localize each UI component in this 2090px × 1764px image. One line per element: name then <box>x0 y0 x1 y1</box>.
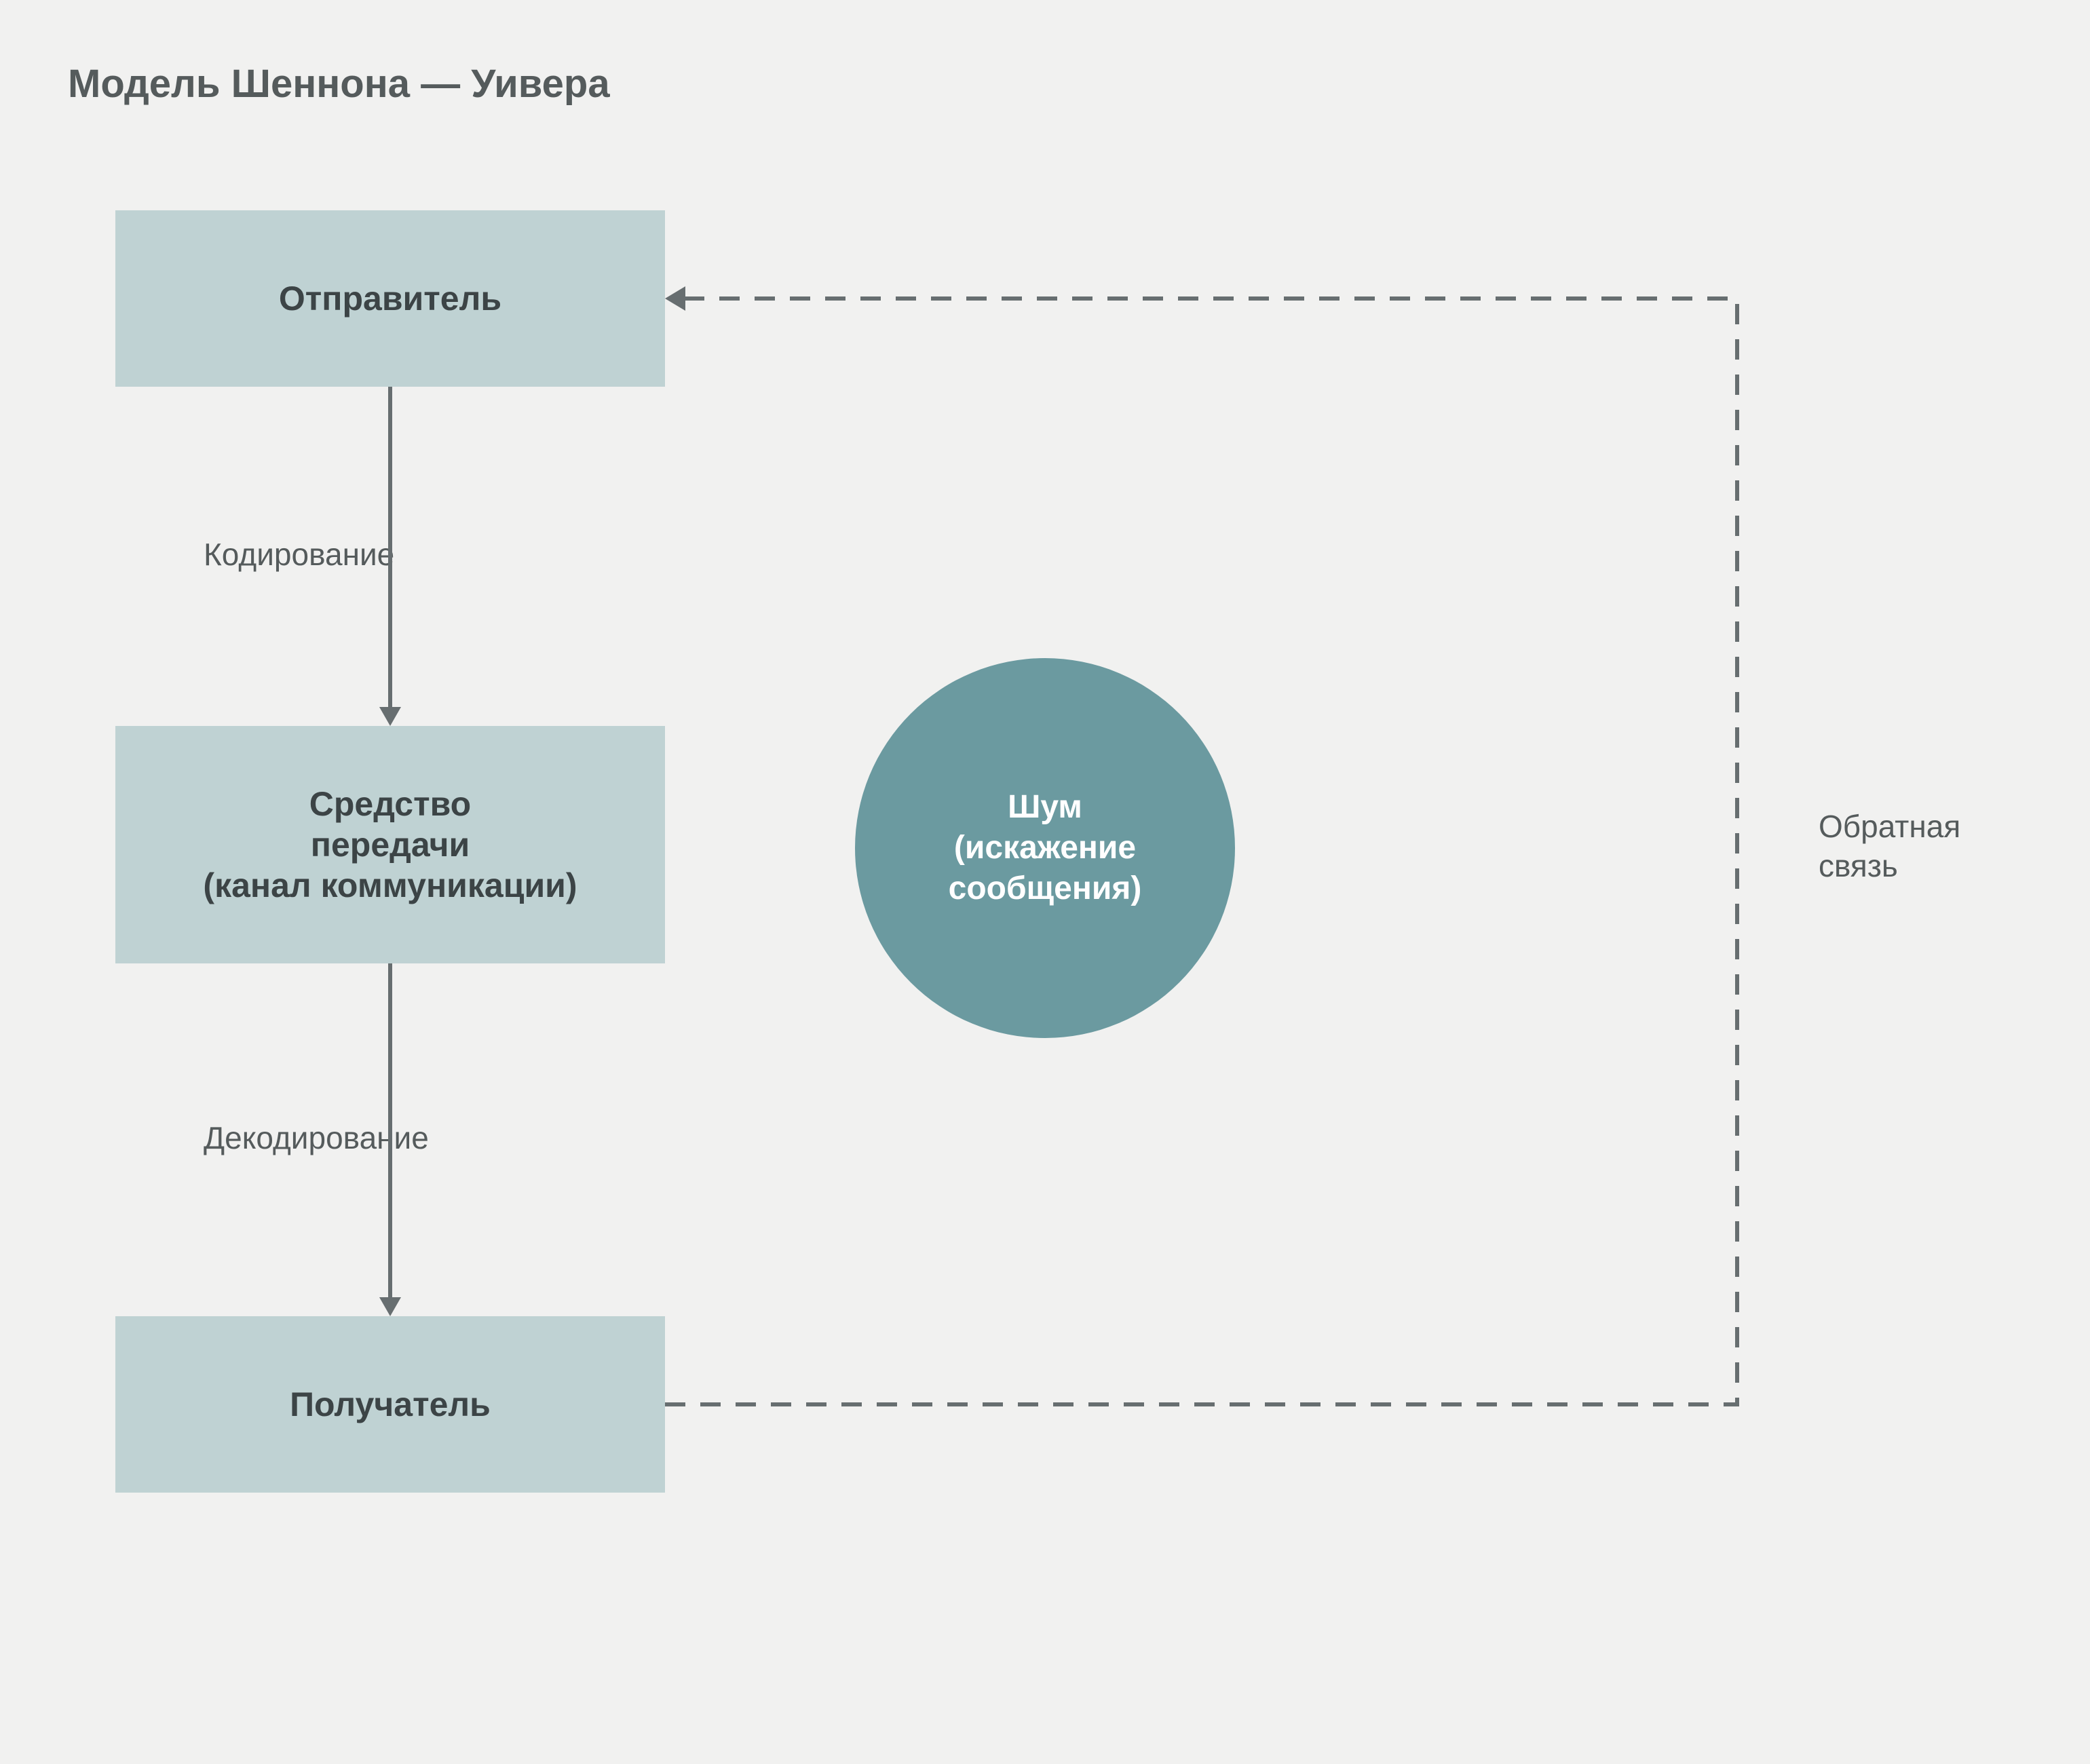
edge-label-feedback: Обратная связь <box>1819 807 1960 885</box>
node-receiver: Получатель <box>115 1316 665 1493</box>
node-noise: Шум (искажение сообщения) <box>855 658 1235 1038</box>
edge-label-encoding: Кодирование <box>204 536 394 573</box>
node-sender: Отправитель <box>115 210 665 387</box>
diagram-canvas: Модель Шеннона — Уивера Отправитель Сред… <box>0 0 2090 1764</box>
diagram-title: Модель Шеннона — Уивера <box>68 61 610 107</box>
edge-label-decoding: Декодирование <box>204 1119 429 1156</box>
node-channel: Средство передачи (канал коммуникации) <box>115 726 665 963</box>
